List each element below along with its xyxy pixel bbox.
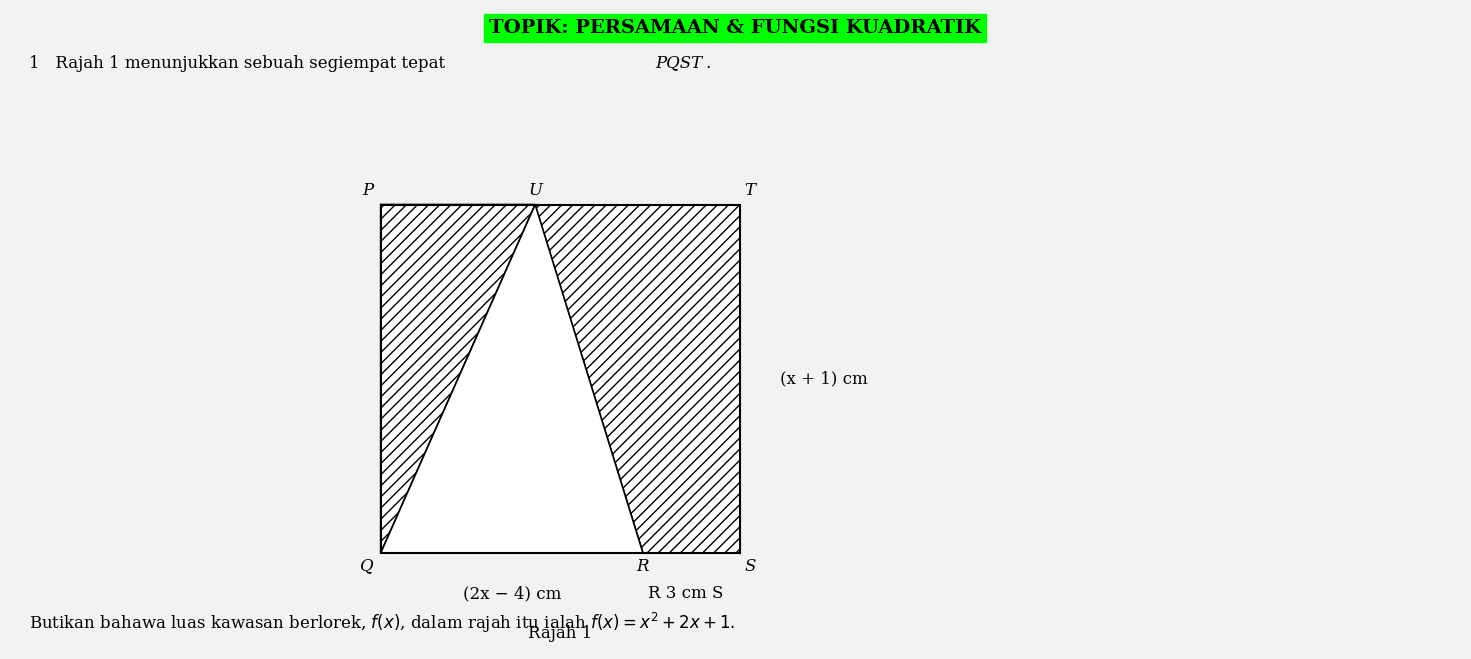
Text: Q: Q	[359, 558, 374, 575]
Polygon shape	[381, 204, 643, 553]
Text: .: .	[705, 55, 710, 72]
Text: T: T	[744, 181, 756, 198]
Polygon shape	[381, 204, 535, 553]
Text: TOPIK: PERSAMAAN & FUNGSI KUADRATIK: TOPIK: PERSAMAAN & FUNGSI KUADRATIK	[488, 19, 981, 38]
Text: (x + 1) cm: (x + 1) cm	[780, 370, 868, 387]
Text: R 3 cm S: R 3 cm S	[647, 585, 724, 602]
Text: Butikan bahawa luas kawasan berlorek, $f(x)$, dalam rajah itu ialah $f(x) = x^2 : Butikan bahawa luas kawasan berlorek, $f…	[29, 611, 735, 635]
Polygon shape	[535, 204, 740, 553]
Text: Rajah 1: Rajah 1	[528, 625, 593, 642]
Text: P: P	[362, 181, 374, 198]
Text: U: U	[528, 181, 543, 198]
Text: S: S	[744, 558, 756, 575]
Text: (2x − 4) cm: (2x − 4) cm	[463, 585, 560, 602]
Text: R: R	[637, 558, 649, 575]
Text: 1   Rajah 1 menunjukkan sebuah segiempat tepat: 1 Rajah 1 menunjukkan sebuah segiempat t…	[29, 55, 450, 72]
Text: PQST: PQST	[655, 55, 702, 72]
